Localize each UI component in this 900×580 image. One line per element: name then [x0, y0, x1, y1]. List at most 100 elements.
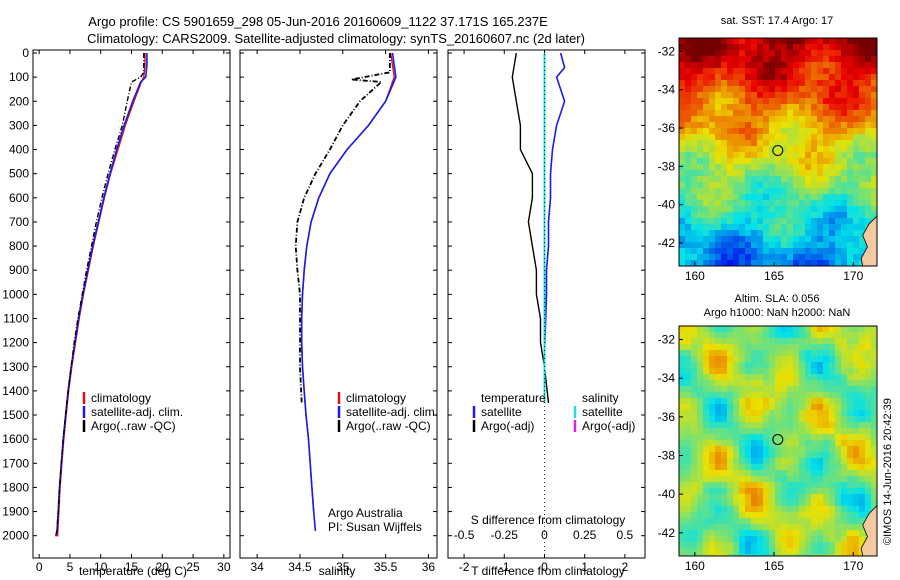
map-cell	[805, 176, 812, 183]
x-tick-label: 10	[94, 560, 108, 574]
map-cell	[775, 536, 782, 543]
map-cell	[739, 338, 746, 345]
map-cell	[679, 176, 686, 183]
map-cell	[799, 398, 806, 405]
map-cell	[823, 554, 830, 556]
map-cell	[697, 68, 704, 75]
map-cell	[793, 164, 800, 171]
map-cell	[823, 470, 830, 477]
map-cell	[679, 116, 686, 123]
map-cell	[739, 368, 746, 375]
map-cell	[781, 248, 788, 255]
map-cell	[769, 542, 776, 549]
map-cell	[823, 212, 830, 219]
map-cell	[727, 254, 734, 261]
map-cell	[817, 518, 824, 525]
map-cell	[823, 458, 830, 465]
map-cell	[763, 476, 770, 483]
map-cell	[793, 344, 800, 351]
map-cell	[685, 206, 692, 213]
map-cell	[769, 452, 776, 459]
map-cell	[709, 128, 716, 135]
map-cell	[871, 200, 877, 207]
map-cell	[727, 350, 734, 357]
map-cell	[829, 236, 836, 243]
map-cell	[745, 104, 752, 111]
map-cell	[679, 44, 686, 51]
map-cell	[787, 344, 794, 351]
map-cell	[697, 134, 704, 141]
map-cell	[739, 188, 746, 195]
map-cell	[805, 68, 812, 75]
map-cell	[745, 428, 752, 435]
map-cell	[853, 200, 860, 207]
map-cell	[865, 386, 872, 393]
map-cell	[691, 236, 698, 243]
map-cell	[763, 350, 770, 357]
map-cell	[817, 218, 824, 225]
map-cell	[805, 338, 812, 345]
map-cell	[817, 422, 824, 429]
map-cell	[691, 254, 698, 261]
map-cell	[811, 524, 818, 531]
map-cell	[781, 476, 788, 483]
map-cell	[709, 218, 716, 225]
map-cell	[685, 230, 692, 237]
map-cell	[763, 110, 770, 117]
map-cell	[829, 386, 836, 393]
map-cell	[865, 398, 872, 405]
map-cell	[787, 326, 794, 333]
y-tick-label: 1800	[2, 480, 29, 494]
map-cell	[739, 326, 746, 333]
difference-panel-frame	[447, 49, 646, 559]
map-cell	[679, 206, 686, 213]
map-cell	[685, 248, 692, 255]
map-cell	[787, 158, 794, 165]
map-cell	[691, 380, 698, 387]
map-cell	[805, 200, 812, 207]
map-cell	[805, 224, 812, 231]
x-tick-label: 25	[186, 560, 200, 574]
map-cell	[853, 236, 860, 243]
map-cell	[871, 434, 877, 441]
map-cell	[757, 140, 764, 147]
map-cell	[817, 542, 824, 549]
map-cell	[685, 362, 692, 369]
map-cell	[715, 524, 722, 531]
map-cell	[697, 338, 704, 345]
map-cell	[775, 326, 782, 333]
map-cell	[775, 212, 782, 219]
map-cell	[691, 428, 698, 435]
map-cell	[817, 224, 824, 231]
map-cell	[709, 398, 716, 405]
map-cell	[715, 152, 722, 159]
map-cell	[685, 476, 692, 483]
map-cell	[703, 182, 710, 189]
map-cell	[781, 344, 788, 351]
map-cell	[799, 86, 806, 93]
map-cell	[775, 530, 782, 537]
map-cell	[739, 152, 746, 159]
map-cell	[835, 56, 842, 63]
map-cell	[823, 68, 830, 75]
map-cell	[775, 224, 782, 231]
map-cell	[709, 164, 716, 171]
map-cell	[859, 224, 866, 231]
map-cell	[847, 50, 854, 57]
map-cell	[847, 176, 854, 183]
map-cell	[685, 170, 692, 177]
x-tick-label: 0	[36, 560, 43, 574]
map-cell	[769, 116, 776, 123]
map-cell	[763, 554, 770, 556]
map-cell	[757, 356, 764, 363]
map-cell	[835, 92, 842, 99]
map-cell	[787, 380, 794, 387]
map-cell	[787, 350, 794, 357]
map-cell	[691, 56, 698, 63]
map-cell	[775, 488, 782, 495]
map-cell	[709, 404, 716, 411]
map-cell	[847, 128, 854, 135]
map-cell	[715, 86, 722, 93]
map-cell	[805, 326, 812, 333]
map-cell	[703, 500, 710, 507]
